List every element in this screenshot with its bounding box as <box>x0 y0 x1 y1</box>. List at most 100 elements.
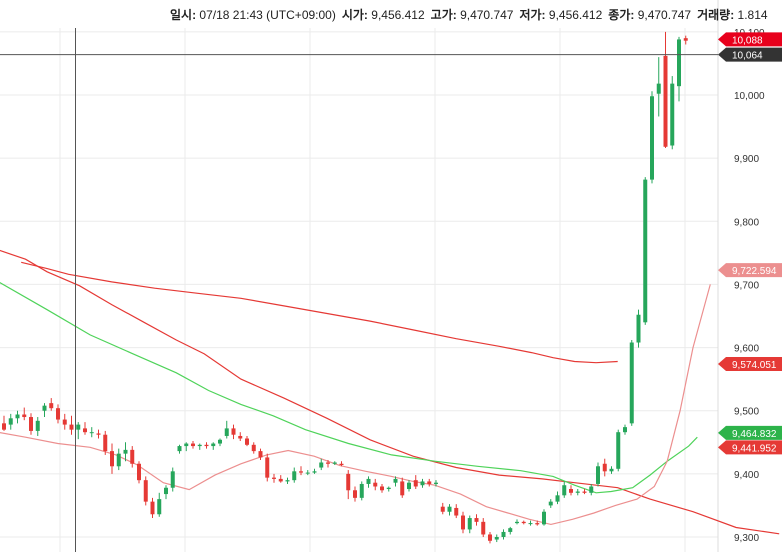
candle-body[interactable] <box>143 480 148 502</box>
candle-body[interactable] <box>353 490 357 498</box>
candle-body[interactable] <box>501 531 506 537</box>
candle-body[interactable] <box>474 518 479 522</box>
candle-body[interactable] <box>204 444 209 447</box>
candle-body[interactable] <box>224 428 229 436</box>
candle-body[interactable] <box>629 342 634 424</box>
candle-body[interactable] <box>22 414 27 418</box>
candle-body[interactable] <box>164 487 168 495</box>
candle-body[interactable] <box>326 462 330 464</box>
candle-body[interactable] <box>636 314 641 343</box>
candle-body[interactable] <box>602 463 607 472</box>
candle-body[interactable] <box>494 537 499 540</box>
candle-body[interactable] <box>528 523 533 525</box>
candle-body[interactable] <box>319 462 324 468</box>
candle-body[interactable] <box>29 417 33 431</box>
candle-body[interactable] <box>380 486 384 491</box>
candle-body[interactable] <box>454 507 459 516</box>
candle-body[interactable] <box>191 443 195 447</box>
candle-body[interactable] <box>292 471 297 481</box>
candle-body[interactable] <box>366 478 371 484</box>
candle-body[interactable] <box>393 478 398 483</box>
candle-body[interactable] <box>231 428 236 435</box>
candle-body[interactable] <box>555 495 560 502</box>
candle-body[interactable] <box>177 446 182 452</box>
candle-body[interactable] <box>413 480 418 487</box>
candle-body[interactable] <box>616 432 621 469</box>
candle-body[interactable] <box>123 449 128 454</box>
candle-body[interactable] <box>582 491 587 493</box>
candle-body[interactable] <box>589 486 594 493</box>
candle-body[interactable] <box>400 481 405 496</box>
candle-body[interactable] <box>305 472 310 474</box>
candle-body[interactable] <box>623 427 627 433</box>
candle-body[interactable] <box>670 83 675 146</box>
candle-body[interactable] <box>488 534 492 541</box>
candle-body[interactable] <box>96 433 101 435</box>
candle-body[interactable] <box>49 403 54 409</box>
candle-body[interactable] <box>548 501 553 506</box>
candle-body[interactable] <box>332 462 337 464</box>
candle-body[interactable] <box>467 518 472 530</box>
candle-body[interactable] <box>265 457 270 478</box>
candle-body[interactable] <box>562 485 567 496</box>
candle-body[interactable] <box>440 506 445 512</box>
candle-body[interactable] <box>596 466 600 484</box>
candle-body[interactable] <box>461 515 465 530</box>
candle-body[interactable] <box>62 419 67 425</box>
candle-body[interactable] <box>683 38 688 41</box>
candle-body[interactable] <box>339 463 344 466</box>
candle-body[interactable] <box>643 179 648 323</box>
candle-body[interactable] <box>312 471 317 473</box>
candle-body[interactable] <box>373 482 378 487</box>
candle-body[interactable] <box>157 499 162 515</box>
candle-body[interactable] <box>481 521 486 535</box>
candle-body[interactable] <box>2 423 6 430</box>
candle-body[interactable] <box>650 96 654 180</box>
candle-body[interactable] <box>285 480 290 482</box>
candle-body[interactable] <box>137 463 141 481</box>
candle-body[interactable] <box>677 39 681 87</box>
candle-body[interactable] <box>542 511 546 525</box>
candle-body[interactable] <box>56 408 60 420</box>
candle-body[interactable] <box>170 471 175 488</box>
candle-body[interactable] <box>299 471 303 473</box>
candle-body[interactable] <box>197 444 202 447</box>
candle-body[interactable] <box>346 473 351 491</box>
candle-body[interactable] <box>427 481 432 484</box>
candle-body[interactable] <box>663 55 668 147</box>
candle-body[interactable] <box>359 483 364 498</box>
candle-body[interactable] <box>251 444 256 452</box>
candle-body[interactable] <box>515 521 519 524</box>
candle-body[interactable] <box>434 482 438 484</box>
candle-body[interactable] <box>8 418 13 425</box>
candle-body[interactable] <box>535 523 540 525</box>
candle-body[interactable] <box>211 443 216 447</box>
candle-body[interactable] <box>184 443 189 447</box>
candle-body[interactable] <box>420 481 425 486</box>
candle-body[interactable] <box>130 449 135 464</box>
candle-body[interactable] <box>42 405 47 411</box>
candle-body[interactable] <box>69 424 74 430</box>
candle-body[interactable] <box>76 424 81 430</box>
candle-body[interactable] <box>386 487 391 490</box>
candle-body[interactable] <box>116 453 121 467</box>
candle-body[interactable] <box>575 491 580 493</box>
candle-body[interactable] <box>245 438 249 445</box>
candle-body[interactable] <box>218 439 222 444</box>
candle-body[interactable] <box>258 451 263 458</box>
candle-body[interactable] <box>447 506 452 512</box>
candle-body[interactable] <box>407 482 411 490</box>
candle-body[interactable] <box>103 434 108 452</box>
candle-body[interactable] <box>150 501 155 515</box>
candle-body[interactable] <box>35 420 40 431</box>
candle-body[interactable] <box>272 477 276 479</box>
candle-body[interactable] <box>278 478 283 482</box>
candle-body[interactable] <box>110 451 114 467</box>
candle-body[interactable] <box>521 521 526 524</box>
candle-body[interactable] <box>15 414 20 419</box>
candle-body[interactable] <box>238 435 243 439</box>
candle-body[interactable] <box>656 83 661 94</box>
candle-body[interactable] <box>89 432 94 434</box>
